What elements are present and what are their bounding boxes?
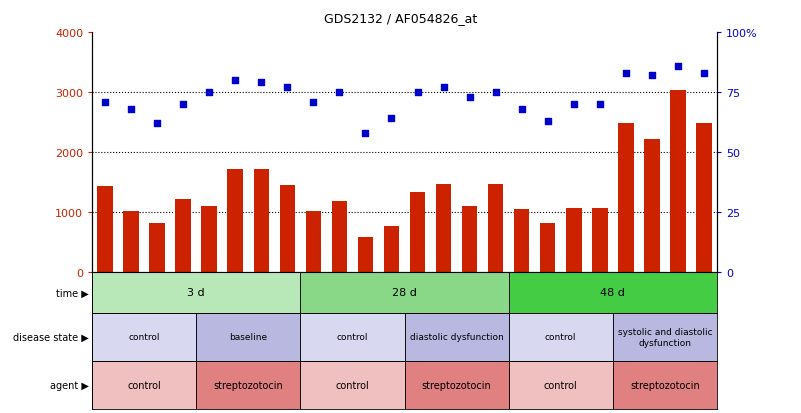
Text: systolic and diastolic
dysfunction: systolic and diastolic dysfunction <box>618 328 712 347</box>
Text: 3 d: 3 d <box>187 288 205 298</box>
Bar <box>253 170 269 272</box>
Point <box>99 99 111 106</box>
Text: control: control <box>127 380 161 390</box>
Bar <box>227 169 244 272</box>
Point <box>203 90 215 96</box>
Bar <box>384 227 399 272</box>
Bar <box>300 313 405 361</box>
Bar <box>670 90 686 272</box>
Point <box>515 106 528 113</box>
Point <box>255 80 268 87</box>
Point <box>619 70 632 77</box>
Point <box>646 73 658 79</box>
Bar <box>540 223 555 272</box>
Point <box>177 102 190 108</box>
Text: control: control <box>544 380 578 390</box>
Bar <box>175 200 191 272</box>
Point <box>229 78 242 84</box>
Bar <box>566 209 582 272</box>
Bar <box>613 361 717 409</box>
Text: control: control <box>336 332 368 342</box>
Text: streptozotocin: streptozotocin <box>421 380 492 390</box>
Bar <box>514 209 529 272</box>
Point <box>489 90 502 96</box>
Bar <box>405 313 509 361</box>
Point <box>567 102 580 108</box>
Bar <box>98 187 113 272</box>
Bar <box>509 313 613 361</box>
Point <box>307 99 320 106</box>
Bar <box>509 272 717 313</box>
Bar <box>618 123 634 272</box>
Bar <box>332 201 348 272</box>
Bar <box>409 192 425 272</box>
Point <box>594 102 606 108</box>
Text: disease state ▶: disease state ▶ <box>14 332 89 342</box>
Bar <box>461 206 477 272</box>
Point <box>463 94 476 101</box>
Bar <box>405 361 509 409</box>
Point <box>359 130 372 137</box>
Text: time ▶: time ▶ <box>56 288 89 298</box>
Bar <box>436 184 452 272</box>
Text: agent ▶: agent ▶ <box>50 380 89 390</box>
Bar <box>196 361 300 409</box>
Point <box>333 90 346 96</box>
Text: streptozotocin: streptozotocin <box>213 380 284 390</box>
Text: streptozotocin: streptozotocin <box>630 380 700 390</box>
Bar <box>280 185 295 272</box>
Point <box>125 106 138 113</box>
Point <box>671 63 684 70</box>
Text: 28 d: 28 d <box>392 288 417 298</box>
Point <box>411 90 424 96</box>
Text: control: control <box>128 332 160 342</box>
Bar <box>92 361 196 409</box>
Bar <box>306 212 321 272</box>
Point <box>151 121 163 127</box>
Bar <box>488 184 503 272</box>
Bar <box>509 361 613 409</box>
Bar <box>300 361 405 409</box>
Point <box>541 118 554 125</box>
Bar <box>592 209 607 272</box>
Bar <box>696 123 711 272</box>
Bar <box>300 272 509 313</box>
Bar <box>644 140 660 272</box>
Text: baseline: baseline <box>229 332 268 342</box>
Point <box>698 70 710 77</box>
Point <box>281 85 294 91</box>
Text: control: control <box>336 380 369 390</box>
Text: 48 d: 48 d <box>600 288 626 298</box>
Text: diastolic dysfunction: diastolic dysfunction <box>409 332 504 342</box>
Bar <box>196 313 300 361</box>
Text: GDS2132 / AF054826_at: GDS2132 / AF054826_at <box>324 12 477 25</box>
Bar <box>92 272 300 313</box>
Bar <box>123 212 139 272</box>
Bar <box>92 313 196 361</box>
Text: control: control <box>545 332 577 342</box>
Bar <box>357 237 373 272</box>
Point <box>385 116 398 122</box>
Bar <box>202 206 217 272</box>
Point <box>437 85 450 91</box>
Bar <box>150 224 165 272</box>
Bar <box>613 313 717 361</box>
